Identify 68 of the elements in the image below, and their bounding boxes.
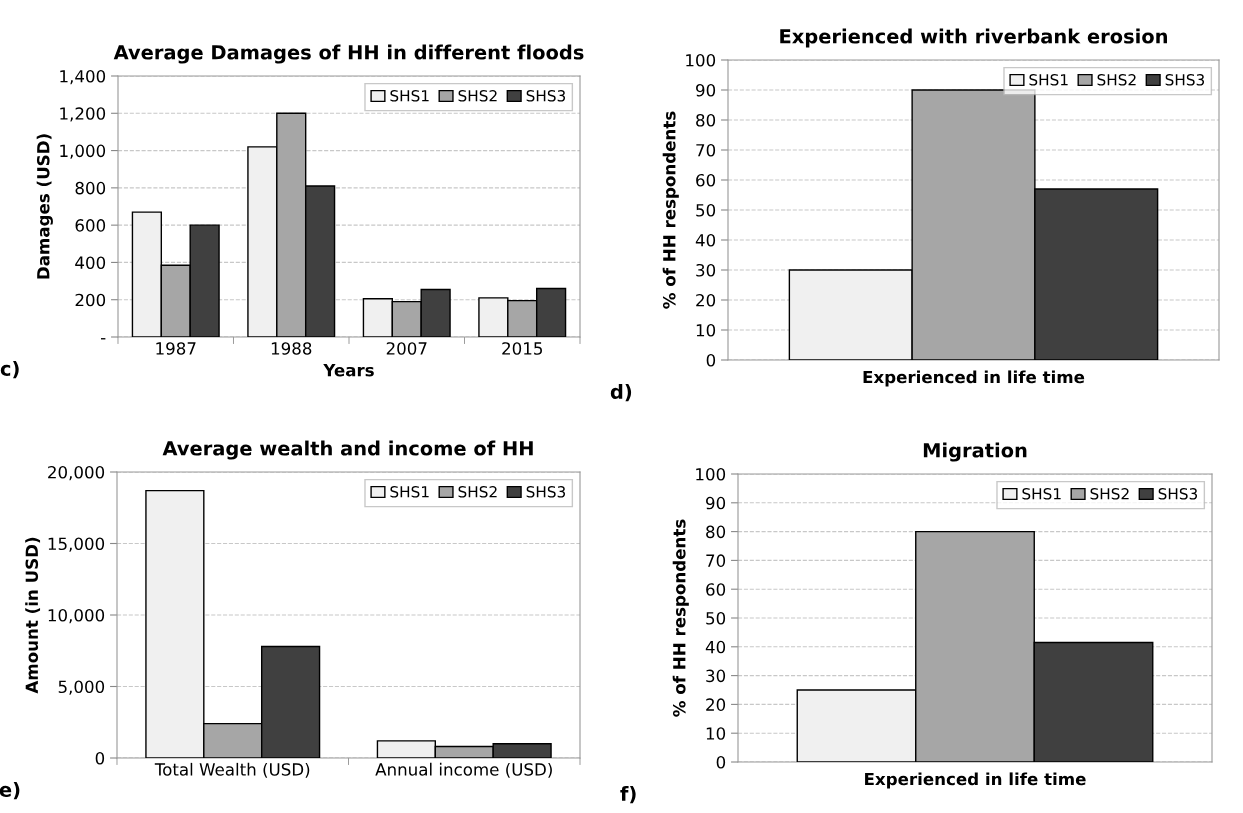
y-tick-label: 40 (695, 233, 716, 247)
chart-title: Migration (923, 442, 1027, 462)
legend-label: SHS1 (390, 486, 429, 498)
y-tick-label: 400 (75, 256, 106, 269)
y-tick-label: 10 (706, 727, 726, 740)
y-tick-label: 5,000 (58, 680, 105, 695)
text: d) (610, 383, 632, 402)
text: c) (0, 360, 19, 379)
y-tick-label: 10,000 (48, 608, 105, 624)
y-tick-label: 100 (686, 53, 716, 67)
x-axis-title: Years (323, 364, 374, 377)
y-tick-label: 100 (696, 467, 726, 481)
legend-label: SHS2 (458, 90, 497, 102)
y-axis-title: % of HH respondents (672, 519, 689, 717)
y-axis-title: Damages (USD) (36, 134, 53, 279)
chart-title: Average Damages of HH in different floods (113, 44, 584, 64)
y-tick-label: 0 (706, 353, 716, 367)
y-tick-label: 70 (696, 143, 716, 157)
text: f) (620, 785, 636, 804)
y-tick-label: 1,000 (60, 144, 106, 159)
y-tick-label: 10 (696, 323, 716, 337)
y-tick-label: 30 (696, 263, 716, 277)
x-tick-label: Total Wealth (USD) (154, 762, 310, 778)
x-axis-title: Experienced in life time (863, 370, 1085, 387)
legend-label: SHS2 (1090, 488, 1129, 500)
x-tick-label: 2007 (386, 342, 427, 355)
y-tick-label: 50 (706, 611, 726, 625)
y-tick-label: 80 (696, 113, 716, 127)
legend-label: SHS3 (1158, 488, 1198, 500)
legend-label: SHS3 (526, 486, 566, 498)
y-tick-label: 90 (706, 496, 726, 510)
y-tick-label: 20 (706, 698, 726, 711)
y-tick-label: 0 (95, 751, 105, 765)
x-tick-label: 1987 (156, 342, 196, 355)
y-tick-label: 20 (696, 293, 716, 307)
y-tick-label: 30 (706, 669, 726, 683)
y-tick-label: 800 (75, 181, 106, 195)
y-tick-label: 60 (696, 173, 716, 187)
y-tick-label: 40 (705, 640, 726, 654)
legend-label: SHS3 (1165, 74, 1205, 86)
y-tick-label: 1,400 (60, 69, 106, 85)
text: e) (0, 781, 20, 800)
legend-label: SHS1 (1022, 488, 1061, 500)
y-tick-label: 0 (716, 755, 726, 769)
y-tick-label: 15,000 (48, 537, 105, 552)
y-tick-label: 90 (696, 83, 716, 97)
y-tick-label: 1,200 (60, 107, 106, 122)
y-tick-label: 60 (706, 583, 726, 596)
chart-title: Experienced with riverbank erosion (780, 28, 1167, 48)
y-tick-label: 600 (75, 219, 106, 232)
legend-label: SHS1 (1029, 74, 1068, 86)
legend-label: SHS1 (390, 90, 429, 102)
y-tick-label: 20,000 (48, 465, 105, 481)
y-tick-label: 50 (696, 203, 716, 217)
legend-label: SHS2 (458, 486, 497, 498)
y-tick-label: - (101, 338, 106, 340)
x-axis-title: Experienced in life time (865, 772, 1086, 789)
x-tick-label: 2015 (502, 342, 542, 355)
y-axis-title: Amount (in USD) (25, 537, 41, 694)
y-tick-label: 70 (706, 554, 726, 567)
legend-label: SHS2 (1097, 74, 1136, 86)
y-tick-label: 200 (75, 293, 106, 307)
legend-label: SHS3 (526, 90, 566, 102)
x-tick-label: Annual income (USD) (375, 762, 552, 778)
y-axis-title: % of HH respondents (662, 111, 679, 309)
x-tick-label: 1988 (271, 342, 312, 355)
chart-title: Average wealth and income of HH (162, 440, 533, 460)
y-tick-label: 80 (706, 525, 726, 539)
